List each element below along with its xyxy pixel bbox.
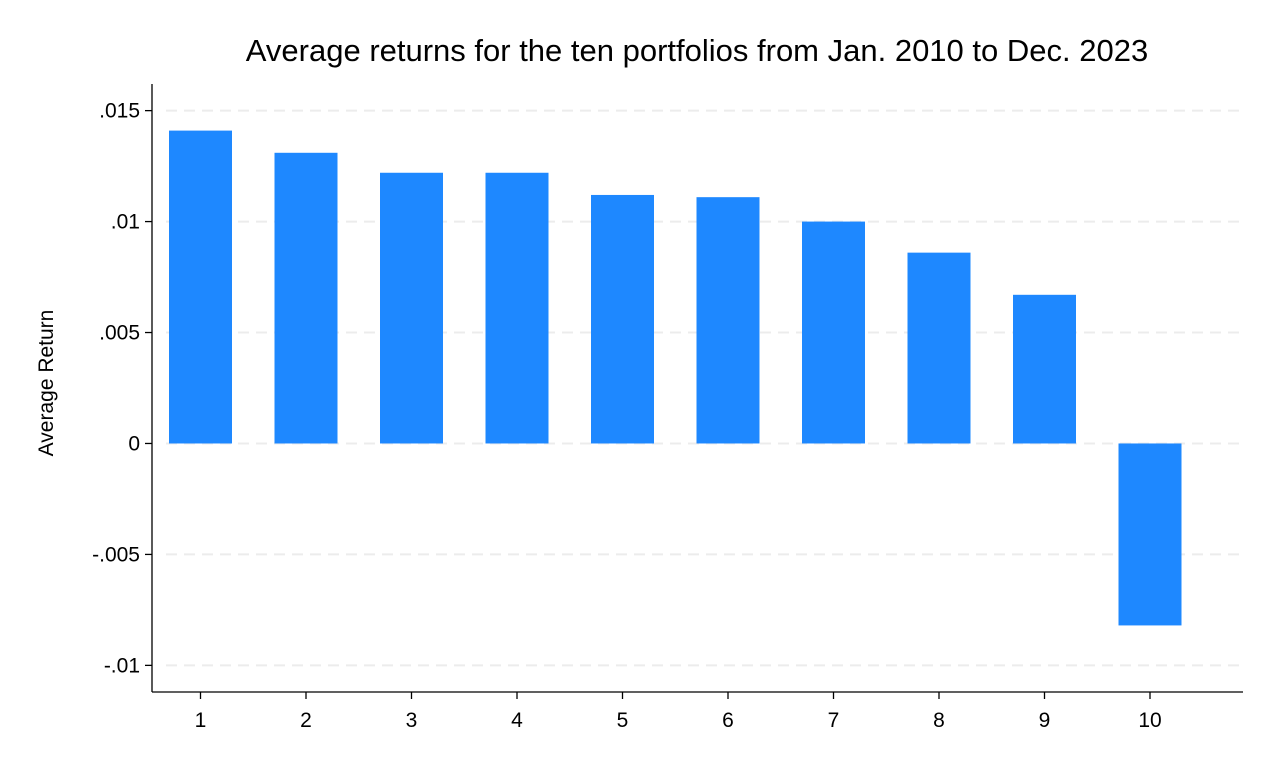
bar-portfolio-10 — [1118, 443, 1182, 626]
y-tick-label: .005 — [99, 322, 140, 345]
y-tick-label: -.005 — [92, 543, 140, 566]
x-tick-label: 7 — [828, 709, 840, 732]
bar-portfolio-1 — [169, 130, 232, 444]
x-tick-label: 1 — [195, 709, 207, 732]
bar-portfolio-9 — [1013, 294, 1076, 444]
bar-portfolio-8 — [907, 252, 971, 444]
y-tick-label: 0 — [128, 432, 140, 455]
x-ticks: 1 2 3 4 5 6 7 8 9 10 — [195, 692, 1162, 732]
bar-portfolio-3 — [380, 172, 443, 444]
bar-portfolio-7 — [802, 221, 865, 444]
y-tick-label: -.01 — [104, 654, 140, 677]
bar-portfolio-6 — [696, 197, 760, 444]
x-tick-label: 10 — [1138, 709, 1161, 732]
x-tick-label: 6 — [722, 709, 734, 732]
x-tick-label: 4 — [511, 709, 523, 732]
x-tick-label: 8 — [933, 709, 945, 732]
y-tick-label: .01 — [111, 211, 140, 234]
bar-portfolio-4 — [485, 172, 549, 444]
y-axis-label: Average Return — [35, 310, 58, 457]
x-tick-label: 2 — [300, 709, 312, 732]
x-tick-label: 3 — [406, 709, 418, 732]
x-tick-label: 9 — [1039, 709, 1051, 732]
chart-title: Average returns for the ten portfolios f… — [246, 33, 1148, 68]
bar-portfolio-5 — [591, 194, 654, 444]
x-tick-label: 5 — [617, 709, 629, 732]
bars — [169, 130, 1182, 626]
y-tick-label: .015 — [99, 100, 140, 123]
bar-portfolio-2 — [274, 152, 338, 444]
y-ticks: .015 .01 .005 0 -.005 -.01 — [92, 100, 152, 677]
